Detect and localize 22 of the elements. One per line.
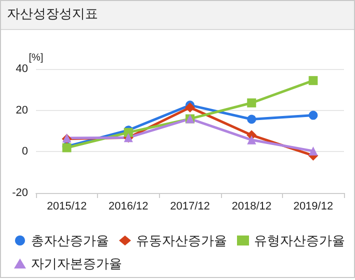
legend-label: 총자산증가율 xyxy=(31,233,109,248)
point xyxy=(247,114,256,124)
x-tick-label: 2017/12 xyxy=(170,200,210,212)
y-tick-label: 0 xyxy=(22,146,28,158)
point xyxy=(247,135,256,144)
point xyxy=(185,102,195,112)
x-tick-label: 2018/12 xyxy=(232,200,272,212)
legend-label: 유동자산증가율 xyxy=(136,233,227,248)
x-tick-label: 2016/12 xyxy=(108,200,148,212)
point xyxy=(308,110,318,120)
legend-label: 자기자본증가율 xyxy=(31,256,122,271)
legend-label: 유형자산증가율 xyxy=(254,233,345,248)
x-tick-label: 2019/12 xyxy=(293,200,334,212)
point xyxy=(308,146,318,156)
y-tick-label: 20 xyxy=(16,104,28,116)
y-tick-label: -20 xyxy=(12,187,28,199)
point xyxy=(247,98,256,108)
x-tick-label: 2015/12 xyxy=(46,200,87,212)
y-tick-label: 40 xyxy=(16,63,28,75)
chart-title: 자산성장성지표 xyxy=(1,1,354,30)
y-axis-title: [%] xyxy=(28,52,44,64)
point xyxy=(308,76,318,86)
